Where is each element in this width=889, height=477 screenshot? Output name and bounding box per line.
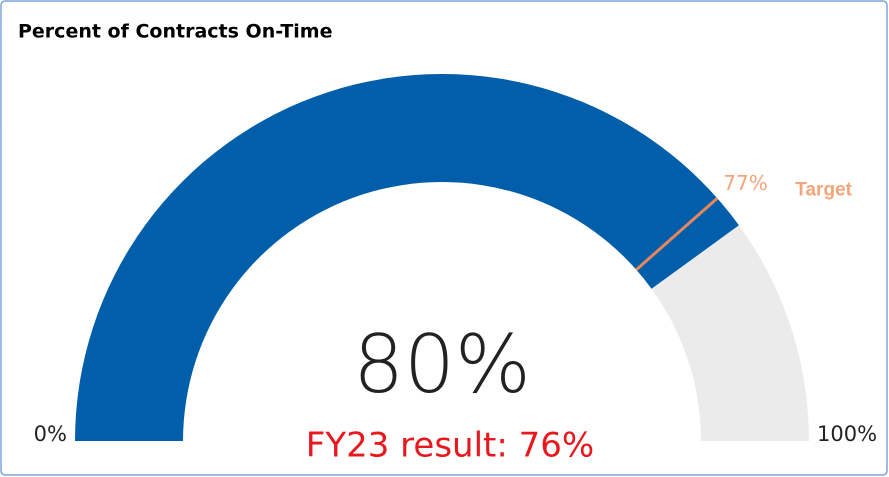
chart-title: Percent of Contracts On-Time [18,21,332,43]
annotation: FY23 result: 76% [306,426,594,466]
gauge-value [75,73,739,441]
target-value-label: 77% [723,171,767,195]
gauge-value-label: 80% [353,318,531,411]
gauge-end-label: 100% [817,422,877,446]
target-line [635,197,719,271]
target-name: Target [795,179,852,200]
gauge-end-label: 0% [34,422,67,446]
